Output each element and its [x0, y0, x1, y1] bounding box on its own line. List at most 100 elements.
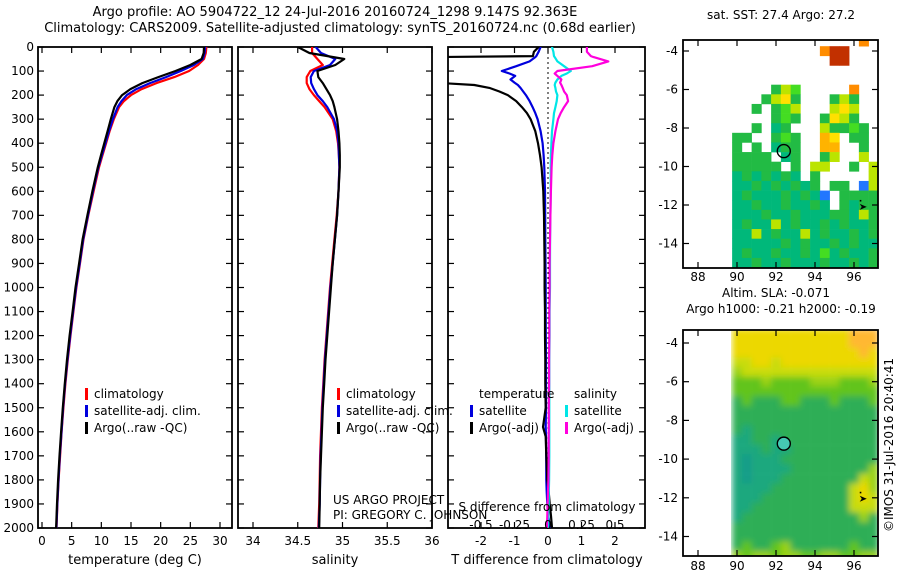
heatmap-cell	[858, 415, 869, 426]
heatmap-cell	[741, 180, 752, 191]
heatmap-cell	[761, 357, 772, 368]
heatmap-cell	[741, 248, 752, 259]
heatmap-cell	[868, 190, 878, 201]
heatmap-cell	[741, 257, 752, 268]
heatmap-cell	[780, 257, 791, 268]
heatmap-cell	[819, 444, 830, 455]
s-difference-inner-label: S difference from climatology	[459, 500, 636, 514]
heatmap-cell	[810, 386, 821, 397]
heatmap-cell	[868, 425, 878, 436]
heatmap-cell	[741, 444, 752, 455]
heatmap-cell	[751, 405, 762, 416]
heatmap-cell	[771, 347, 782, 358]
heatmap-cell	[868, 434, 878, 445]
heatmap-cell	[849, 94, 860, 105]
heatmap-cell	[868, 512, 878, 523]
heatmap-cell	[829, 512, 840, 523]
heatmap-cell	[858, 248, 869, 259]
heatmap-cell	[810, 376, 821, 387]
legend-swatch-climatology	[85, 388, 88, 400]
heatmap-cell	[761, 376, 772, 387]
heatmap-cell	[790, 483, 801, 494]
tick-label: 600	[11, 184, 34, 198]
heatmap-cell	[790, 161, 801, 172]
t-difference-xlabel: T difference from climatology	[450, 553, 643, 568]
tick-label: 1800	[3, 473, 34, 487]
profile-location-marker	[776, 436, 791, 451]
heatmap-cell	[751, 483, 762, 494]
heatmap-cell	[771, 405, 782, 416]
heatmap-cell	[741, 425, 752, 436]
tick-label: 96	[846, 270, 861, 284]
legend-swatch-s-satellite	[565, 405, 568, 417]
legend-label-argo: Argo(..raw -QC)	[346, 421, 439, 435]
heatmap-cell	[790, 357, 801, 368]
heatmap-cell	[732, 376, 743, 387]
heatmap-cell	[819, 257, 830, 268]
tick-label: -8	[666, 413, 678, 427]
heatmap-cell	[849, 521, 860, 532]
heatmap-cell	[849, 396, 860, 407]
tick-label: 0.25	[568, 518, 595, 532]
heatmap-cell	[790, 415, 801, 426]
heatmap-cell	[761, 161, 772, 172]
heatmap-cell	[868, 483, 878, 494]
heatmap-cell	[858, 229, 869, 239]
heatmap-cell	[751, 512, 762, 523]
heatmap-cell	[751, 180, 762, 191]
heatmap-cell	[790, 209, 801, 220]
heatmap-cell	[790, 142, 801, 153]
sla-heatmap-clip	[732, 330, 878, 556]
heatmap-cell	[849, 463, 860, 474]
tick-label: 200	[11, 88, 34, 102]
axis-frame	[682, 329, 879, 557]
heatmap-cell	[858, 190, 869, 201]
heatmap-cell	[839, 415, 850, 426]
heatmap-cell	[771, 94, 782, 105]
heatmap-cell	[732, 396, 743, 407]
legend-swatch-t-argo	[470, 422, 473, 434]
heatmap-cell	[810, 180, 821, 191]
heatmap-cell	[741, 396, 752, 407]
heatmap-cell	[800, 386, 811, 397]
heatmap-cell	[790, 444, 801, 455]
tick-label: 2	[611, 534, 619, 548]
heatmap-cell	[829, 396, 840, 407]
heatmap-cell	[771, 415, 782, 426]
heatmap-cell	[810, 161, 821, 172]
salinity-curves	[296, 47, 346, 528]
heatmap-cell	[771, 473, 782, 484]
heatmap-cell	[858, 454, 869, 465]
heatmap-cell	[858, 200, 869, 211]
heatmap-cell	[800, 338, 811, 349]
heatmap-cell	[800, 357, 811, 368]
heatmap-cell	[849, 434, 860, 445]
heatmap-cell	[819, 209, 830, 220]
heatmap-cell	[849, 444, 860, 455]
heatmap-cell	[780, 386, 791, 397]
heatmap-cell	[751, 142, 762, 153]
heatmap-cell	[761, 444, 772, 455]
figure-title-line2: Climatology: CARS2009. Satellite-adjuste…	[44, 21, 636, 36]
heatmap-cell	[732, 512, 743, 523]
heatmap-cell	[751, 190, 762, 201]
heatmap-cell	[751, 229, 762, 239]
tick-label: 300	[11, 112, 34, 126]
heatmap-cell	[858, 463, 869, 474]
heatmap-cell	[771, 123, 782, 134]
heatmap-cell	[810, 521, 821, 532]
heatmap-cell	[771, 396, 782, 407]
heatmap-cell	[868, 357, 878, 368]
heatmap-cell	[868, 209, 878, 220]
heatmap-cell	[819, 229, 830, 239]
heatmap-cell	[732, 219, 743, 230]
tick-label: 1	[578, 534, 586, 548]
heatmap-cell	[829, 521, 840, 532]
heatmap-cell	[741, 330, 752, 339]
heatmap-cell	[868, 473, 878, 484]
heatmap-cell	[751, 238, 762, 249]
heatmap-cell	[741, 209, 752, 220]
tick-label: 15	[123, 534, 138, 548]
heatmap-cell	[819, 396, 830, 407]
curve-temperature satellite	[500, 47, 552, 528]
